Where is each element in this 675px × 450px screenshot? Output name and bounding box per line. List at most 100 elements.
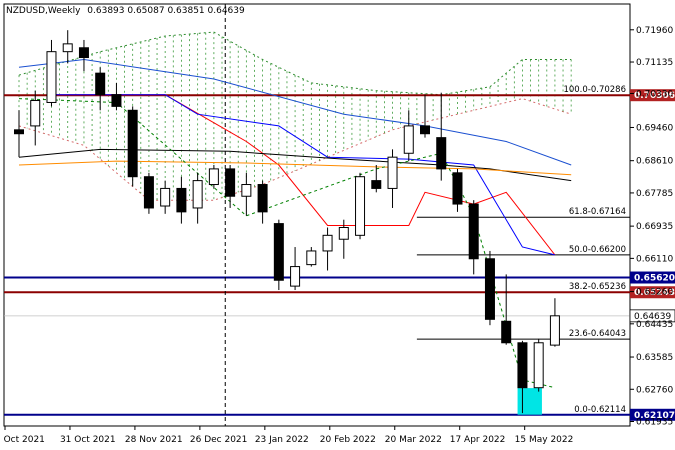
- price-tag-label: 0.65243: [634, 288, 675, 298]
- candle: [95, 67, 106, 111]
- y-tick-label: 0.71135: [636, 58, 673, 68]
- candle-body-up: [549, 315, 560, 346]
- candles: [14, 30, 560, 414]
- plot-frame: [3, 3, 631, 427]
- y-tick-label: 0.67785: [636, 189, 673, 199]
- candle-body-up: [306, 250, 317, 266]
- candle: [143, 172, 154, 214]
- candle-body-up: [322, 234, 333, 252]
- x-tick-label: 26 Dec 2021: [190, 435, 248, 445]
- candle: [241, 172, 252, 216]
- indicator-line: [51, 94, 556, 256]
- indicator-line: [18, 148, 572, 182]
- candle-body-down: [143, 176, 154, 209]
- candle-body-down: [436, 137, 447, 170]
- cloud-edge: [18, 31, 572, 96]
- price-tag-label: 0.70306: [634, 91, 675, 101]
- level-labels: 100.0-0.70286 0.70306 61.8-0.67164 50.0-0.6…: [563, 85, 675, 421]
- highlight-box: [517, 388, 542, 415]
- candle: [208, 164, 219, 189]
- candle-body-down: [501, 320, 512, 344]
- fib-label: 0.0-0.62114: [574, 405, 626, 415]
- fib-label: 61.8-0.67164: [569, 207, 626, 217]
- y-tick-label: 0.63585: [636, 353, 673, 363]
- fib-label: 38.2-0.65236: [569, 282, 626, 292]
- candle: [338, 219, 349, 259]
- chart-grid: [3, 3, 631, 427]
- candle-body-up: [290, 266, 301, 287]
- candle: [517, 340, 528, 414]
- price-tag-label: 0.65620: [634, 274, 675, 284]
- candle: [322, 227, 333, 271]
- x-tick-label: 3 Oct 2021: [0, 435, 45, 445]
- candle: [290, 247, 301, 291]
- moving-averages: [18, 58, 572, 389]
- candle: [225, 164, 236, 208]
- y-tick-label: 0.70330: [636, 89, 673, 99]
- candle-body-up: [46, 51, 57, 103]
- x-tick-label: 17 Apr 2022: [450, 435, 506, 445]
- current-price-tag-label: 0.64639: [634, 312, 671, 322]
- y-tick-label: 0.62760: [636, 385, 673, 395]
- price-tag: [630, 89, 675, 102]
- y-tick-label: 0.68610: [636, 157, 673, 167]
- candle: [111, 82, 122, 111]
- candle: [533, 338, 544, 392]
- candle-body-down: [273, 223, 284, 281]
- candle-body-up: [403, 125, 414, 154]
- candle-body-up: [160, 187, 171, 207]
- candle: [192, 172, 203, 224]
- x-tick-label: 31 Oct 2021: [60, 435, 116, 445]
- cloud-edge: [18, 98, 572, 201]
- candle-body-up: [387, 156, 398, 189]
- candle: [30, 90, 41, 146]
- fib-label: 23.6-0.64043: [569, 329, 626, 339]
- candle-body-down: [95, 72, 106, 96]
- candle-body-up: [338, 227, 349, 240]
- price-tag: [630, 408, 675, 421]
- fib-label: 100.0-0.70286: [563, 85, 626, 95]
- x-tick-label: 15 May 2022: [515, 435, 574, 445]
- x-tick-label: 28 Nov 2021: [125, 435, 183, 445]
- y-tick-label: 0.61935: [636, 418, 673, 428]
- candle: [403, 110, 414, 162]
- candle-body-down: [225, 168, 236, 197]
- candle-body-down: [111, 94, 122, 107]
- y-tick-label: 0.64435: [636, 320, 673, 330]
- candle-body-down: [420, 125, 430, 135]
- candle: [484, 250, 495, 326]
- ichimoku-cloud: [18, 31, 572, 201]
- chart-title: NZDUSD,Weekly 0.63893 0.65087 0.63851 0.…: [6, 6, 245, 16]
- candle: [14, 110, 24, 158]
- y-tick-label: 0.69460: [636, 123, 673, 133]
- candle-body-down: [452, 172, 463, 205]
- candle: [127, 106, 138, 187]
- candle: [273, 219, 284, 291]
- candle: [501, 274, 512, 345]
- candle: [468, 200, 479, 275]
- candle-body-down: [176, 187, 187, 213]
- candle-body-down: [484, 258, 495, 320]
- candle: [176, 176, 187, 224]
- y-tick-label: 0.71960: [636, 26, 673, 36]
- candle: [160, 180, 171, 214]
- candle-body-down: [14, 129, 24, 135]
- candle: [452, 168, 463, 212]
- candle-body-up: [30, 100, 41, 127]
- candle: [436, 92, 447, 181]
- candle: [46, 39, 57, 107]
- x-tick-label: 20 Feb 2022: [320, 435, 376, 445]
- price-tag: [630, 271, 675, 284]
- candle-body-down: [127, 109, 138, 178]
- candle: [420, 94, 430, 138]
- candle-body-up: [208, 168, 219, 186]
- candle: [306, 247, 317, 267]
- candle-body-down: [78, 47, 89, 59]
- candle-body-down: [257, 184, 268, 213]
- candle-body-up: [62, 43, 73, 53]
- candle-body-up: [355, 176, 366, 236]
- y-tick-label: 0.66110: [636, 254, 673, 264]
- candle: [355, 172, 366, 240]
- candle-body-up: [192, 180, 203, 209]
